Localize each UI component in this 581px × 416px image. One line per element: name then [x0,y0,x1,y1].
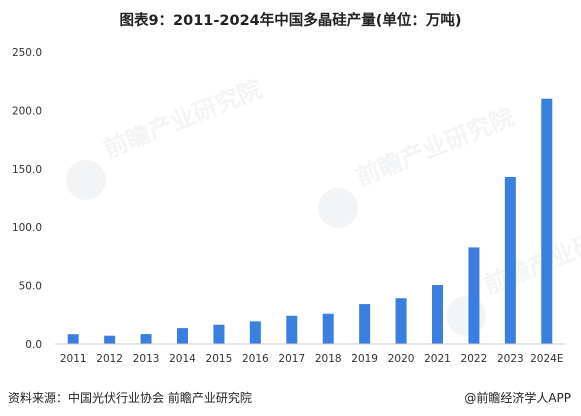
x-tick-label: 2023 [497,353,524,365]
x-tick-label: 2015 [206,353,233,365]
x-tick-label: 2019 [351,353,378,365]
x-tick-label: 2022 [461,353,488,365]
x-tick-label: 2017 [278,353,305,365]
y-tick-label: 150.0 [12,164,42,176]
y-tick-label: 0.0 [25,339,42,351]
x-tick-label: 2011 [60,353,87,365]
bar-2021 [432,285,443,344]
x-tick-label: 2013 [133,353,160,365]
bar-2020 [395,298,407,344]
x-tick-label: 2024E [530,353,563,365]
bar-2012 [104,335,116,344]
x-tick-label: 2020 [388,353,415,365]
x-axis-ticks: 2011 2012 2013 2014 2015 2016 2017 2018 2019 2020… [60,353,564,365]
y-tick-label: 50.0 [19,281,42,293]
x-tick-label: 2012 [96,353,123,365]
bar-2022 [468,247,480,344]
y-axis-ticks: 0.0 50.0 100.0 150.0 200.0 250.0 [12,47,42,351]
bar-2023 [504,176,516,344]
brand-label: @前瞻经济学人APP [464,391,571,405]
x-tick-label: 2021 [424,353,451,365]
bar-2018 [322,313,334,344]
bar-2019 [359,304,371,344]
bar-2011 [67,334,79,344]
x-tick-label: 2014 [169,353,196,365]
chart-title: 图表9：2011-2024年中国多晶硅产量(单位：万吨) [119,13,462,29]
source-note: 资料来源：中国光伏行业协会 前瞻产业研究院 [8,391,252,405]
bar-2015 [213,324,225,344]
y-tick-label: 250.0 [12,47,42,59]
x-tick-label: 2016 [242,353,269,365]
bar-2013 [140,334,152,344]
y-tick-label: 200.0 [12,105,42,117]
y-tick-label: 100.0 [12,222,42,234]
bar-2024E [541,98,553,344]
bar-2016 [249,321,261,344]
bar-series [67,98,553,344]
bar-2017 [286,315,298,344]
x-tick-label: 2018 [315,353,342,365]
bar-2014 [177,328,188,344]
